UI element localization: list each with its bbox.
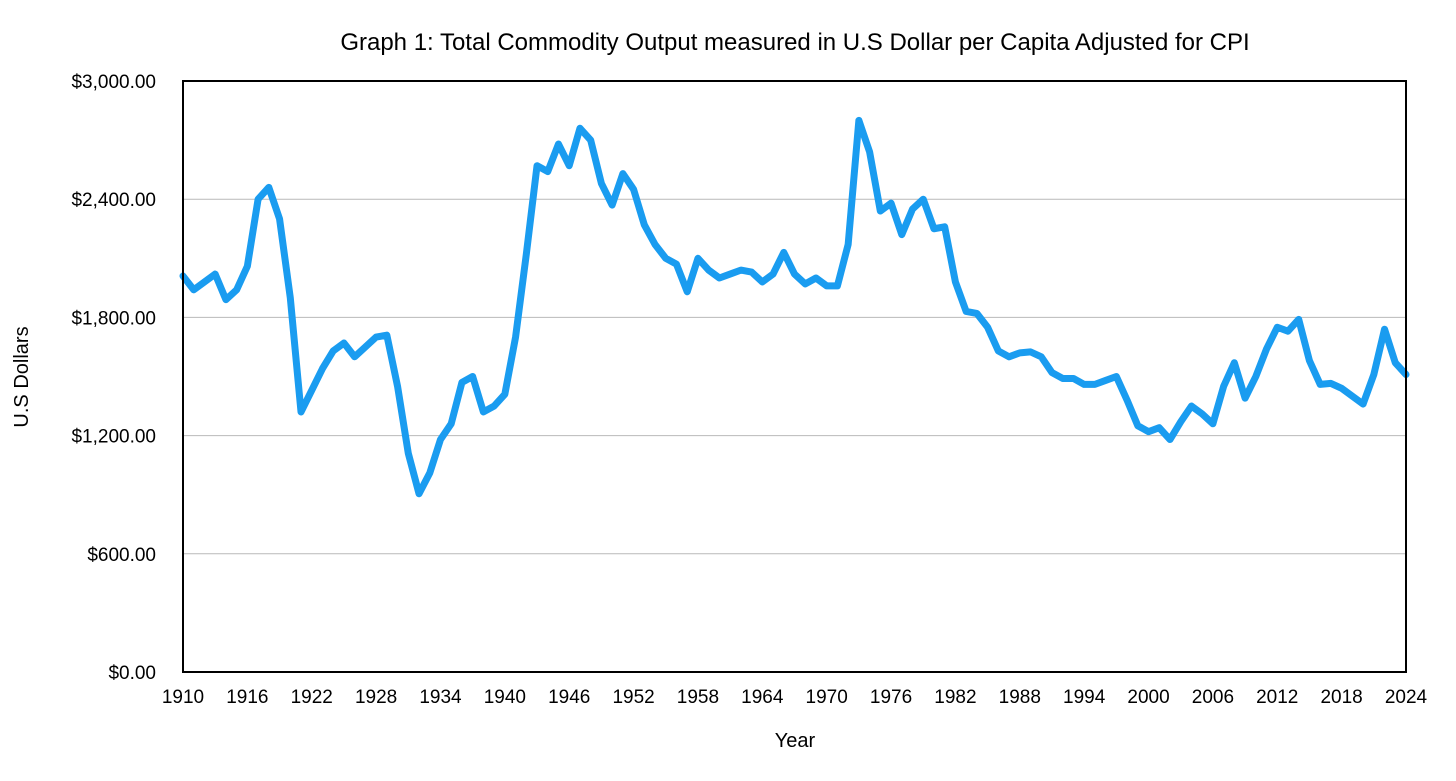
x-tick-label: 1970 [806, 687, 848, 708]
y-tick-label: $0.00 [108, 663, 156, 684]
x-tick-label: 1934 [419, 687, 462, 708]
x-tick-label: 1910 [162, 687, 204, 708]
x-tick-label: 1928 [355, 687, 397, 708]
x-axis-label: Year [775, 730, 816, 752]
y-tick-label: $3,000.00 [71, 72, 156, 93]
x-tick-label: 2024 [1385, 687, 1428, 708]
x-axis-ticks: 1910 1916 1922 1928 1934 1940 1946 1952 1958 1964… [162, 687, 1428, 708]
x-tick-label: 2006 [1192, 687, 1234, 708]
y-axis-ticks: $0.00 $600.00 $1,200.00 $1,800.00 $2,400.00 $… [71, 72, 156, 684]
chart-title: Graph 1: Total Commodity Output measured… [340, 29, 1249, 56]
x-tick-label: 1988 [999, 687, 1041, 708]
series-line [179, 116, 1410, 498]
x-tick-label: 2012 [1256, 687, 1298, 708]
x-tick-label: 1922 [291, 687, 333, 708]
x-tick-label: 1982 [934, 687, 976, 708]
x-tick-label: 1952 [612, 687, 654, 708]
x-tick-label: 1916 [226, 687, 268, 708]
y-tick-label: $2,400.00 [71, 190, 156, 211]
y-tick-label: $1,200.00 [71, 427, 156, 448]
x-tick-label: 1994 [1063, 687, 1106, 708]
grid-lines [183, 198, 1406, 555]
x-tick-label: 1946 [548, 687, 590, 708]
x-tick-label: 1958 [677, 687, 719, 708]
x-tick-label: 2000 [1127, 687, 1169, 708]
x-tick-label: 2018 [1320, 687, 1362, 708]
plot-frame [182, 80, 1407, 673]
y-tick-label: $600.00 [87, 545, 156, 566]
x-tick-label: 1964 [741, 687, 784, 708]
y-tick-label: $1,800.00 [71, 308, 156, 329]
y-axis-label: U.S Dollars [11, 326, 33, 427]
x-tick-label: 1976 [870, 687, 912, 708]
x-tick-label: 1940 [484, 687, 526, 708]
